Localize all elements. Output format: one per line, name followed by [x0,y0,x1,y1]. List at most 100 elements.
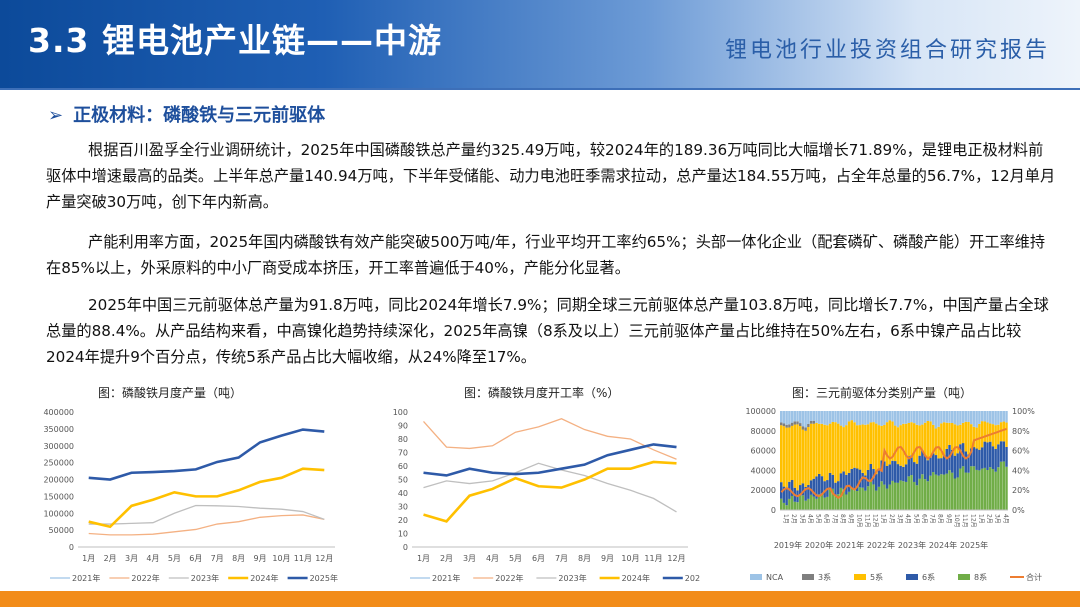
bar-segment-6系 [942,455,946,475]
bar-segment-8系 [926,481,930,510]
bar-segment-8系 [788,498,791,510]
bar-segment-6系 [951,449,954,473]
bar-segment-8系 [956,477,959,510]
legend-label: 2025年 [685,573,700,583]
bar-segment-6系 [967,454,970,473]
bar-segment-8系 [853,490,856,510]
bar-segment-5系 [951,423,954,450]
bar-segment-6系 [877,468,881,487]
series-line-2025年 [423,443,677,477]
bar-segment-5系 [961,422,965,444]
x-tick-label: 8月 [232,554,245,563]
bar-segment-5系 [891,421,894,461]
bar-segment-8系 [845,494,848,510]
x-tick-label: 3月 [896,514,903,524]
bar-segment-NCA [945,411,949,423]
bar-segment-5系 [959,424,962,445]
bar-segment-8系 [834,495,837,510]
bar-segment-8系 [891,480,894,510]
bar-segment-5系 [864,424,867,476]
y-tick-label: 100 [393,408,408,417]
bar-segment-6系 [828,472,832,489]
bar-segment-6系 [921,449,924,475]
bar-segment-NCA [994,411,997,426]
bar-segment-5系 [913,423,916,463]
paragraph-3: 2025年中国三元前驱体总产量为91.8万吨，同比2024年增长7.9%；同期全… [46,296,1049,366]
x-tick-label: 10月 [855,514,862,528]
x-tick-label: 6月 [920,514,927,524]
x-tick-label: 5月 [168,554,181,563]
bar-segment-NCA [796,411,799,422]
bar-segment-NCA [907,411,911,423]
bar-segment-NCA [877,411,881,426]
bar-segment-8系 [972,466,976,510]
bar-segment-6系 [907,456,911,477]
bar-segment-6系 [845,474,848,495]
y-tick-label: 20000 [751,486,776,495]
legend-label: 2023年 [191,573,219,583]
bar-segment-5系 [785,427,788,489]
bar-segment-3系 [785,424,788,428]
bar-segment-5系 [902,423,905,467]
bar-segment-6系 [801,483,805,496]
bar-segment-8系 [809,494,813,510]
bar-segment-8系 [970,466,973,510]
bar-segment-8系 [864,490,867,510]
y2-tick-label: 20% [1012,486,1030,495]
x-tick-label: 4月 [904,514,911,524]
bar-segment-6系 [861,472,864,488]
legend-label: 6系 [922,572,935,582]
bar-segment-NCA [894,411,897,426]
bar-segment-8系 [948,470,951,510]
y-tick-label: 60000 [751,447,776,456]
series-line-2024年 [88,467,325,529]
bar-segment-NCA [956,411,959,426]
bar-segment-5系 [853,422,856,468]
bar-segment-6系 [937,458,940,476]
bar-segment-8系 [818,494,821,510]
bar-segment-NCA [899,411,902,426]
bar-segment-NCA [847,411,851,422]
bar-segment-8系 [790,495,794,510]
y-tick-label: 250000 [43,459,74,468]
chart1-title: 图：磷酸铁月度产量（吨） [98,386,243,400]
bar-segment-8系 [918,478,921,510]
bar-segment-6系 [850,468,854,489]
bar-segment-6系 [839,473,843,488]
legend-swatch-8系 [958,574,970,580]
bar-segment-5系 [796,424,799,491]
bar-segment-6系 [815,476,818,499]
bar-segment-NCA [915,411,919,425]
bar-segment-5系 [799,426,802,486]
bar-segment-5系 [921,424,924,450]
bar-segment-5系 [828,423,832,473]
chart-ternary-precursor: 0 20000 40000 60000 80000 100000 0% 20% 40% 60% 80… [745,407,1042,582]
bar-segment-6系 [831,474,835,489]
x-tick-label: 8月 [937,514,944,524]
bar-segment-3系 [790,422,794,426]
bar-segment-5系 [847,421,851,473]
bar-segment-8系 [842,489,845,510]
bar-segment-NCA [799,411,802,424]
x-tick-label: 10月 [621,554,639,563]
y-tick-label: 40000 [751,466,776,475]
paragraph-1: 根据百川盈孚全行业调研统计，2025年中国磷酸铁总产量约325.49万吨，较20… [46,141,1056,211]
x-tick-label: 8月 [839,514,846,524]
legend-label: 2022年 [495,573,523,583]
y-tick-label: 60 [398,462,408,471]
bar-segment-6系 [975,448,978,470]
bar-segment-6系 [782,486,786,503]
y-tick-label: 200000 [43,476,74,485]
bar-segment-8系 [847,491,851,510]
bar-segment-5系 [877,425,881,469]
bar-segment-NCA [885,411,889,423]
bar-segment-6系 [864,475,867,491]
y-tick-label: 10 [398,530,408,539]
bar-segment-6系 [883,461,886,485]
bar-segment-5系 [978,423,981,450]
bar-segment-6系 [964,451,968,473]
bar-segment-NCA [861,411,864,425]
legend-label: 2025年 [310,573,338,583]
bar-segment-6系 [956,453,959,478]
bar-segment-8系 [826,496,829,510]
